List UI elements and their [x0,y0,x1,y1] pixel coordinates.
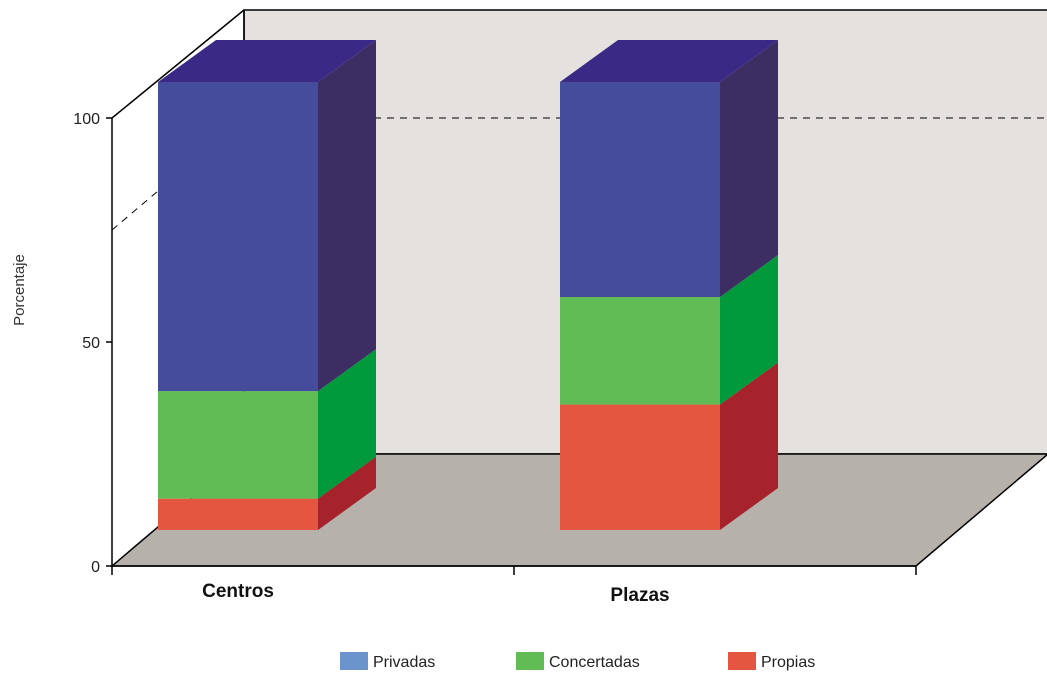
chart-bars [158,40,778,530]
bar-segment-front-propias [158,498,318,530]
x-category-label: Plazas [610,585,669,606]
bar-segment-front-concertadas [560,297,720,405]
bar-top-face [560,40,778,82]
y-axis-title: Porcentaje [11,254,28,326]
legend-swatch [340,652,368,670]
chart-legend: Privadas Concertadas Propias [340,652,815,671]
bar-segment-front-concertadas [158,391,318,499]
legend-label: Privadas [373,654,435,671]
bar-segment-side-propias [318,456,376,530]
bar-segment-side-concertadas [318,349,376,499]
y-tick-label: 100 [73,111,100,128]
bar-top-face [158,40,376,82]
legend-swatch [516,652,544,670]
legend-swatch [728,652,756,670]
y-tick-label: 0 [91,559,100,576]
legend-label: Propias [761,654,815,671]
bar-segment-front-propias [560,404,720,530]
bar-segment-side-propias [720,362,778,530]
x-category-label: Centros [202,581,274,602]
bar-segment-front-privadas [158,82,318,392]
legend-label: Concertadas [549,654,640,671]
bar-segment-side-privadas [720,40,778,298]
bar-segment-front-privadas [560,82,720,298]
bar-segment-side-concertadas [720,255,778,405]
bar-segment-side-privadas [318,40,376,392]
chart-axes: 0 50 100 [73,111,917,576]
y-tick-label: 50 [82,335,100,352]
chart-labels: Porcentaje Centros Plazas [11,254,670,606]
left-wall-top-edge [111,9,245,119]
